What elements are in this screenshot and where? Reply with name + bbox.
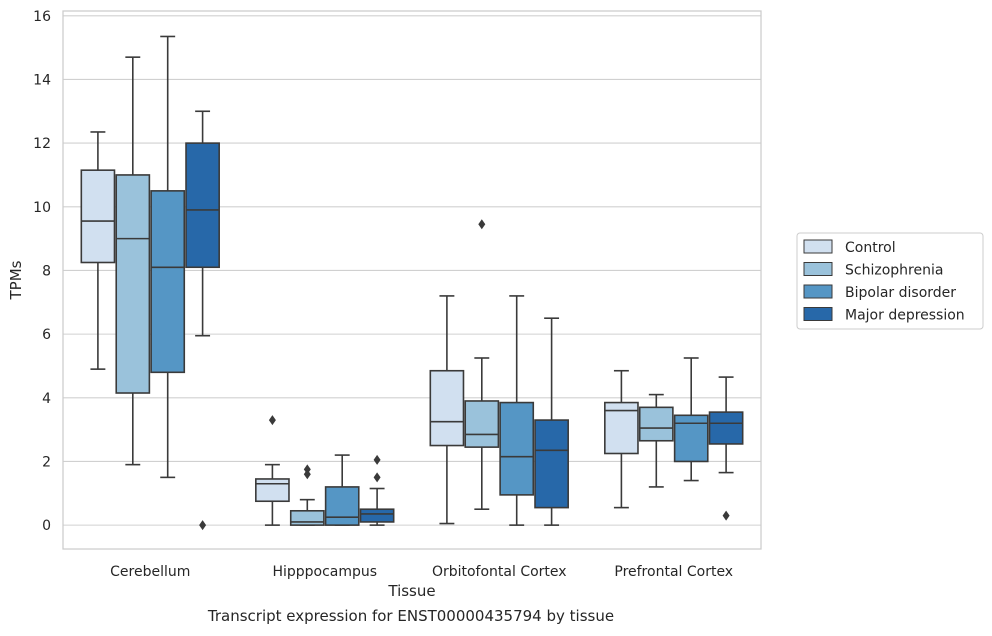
legend-swatch-0 [803,239,833,254]
box-body [324,486,360,526]
outlier-0 [373,472,381,483]
box-3-0 [604,369,639,509]
legend-label-1: Schizophrenia [845,263,943,279]
outlier-1 [303,464,311,475]
box-body [534,419,569,509]
box-body [289,509,325,526]
legend-label-3: Major depression [845,308,965,324]
x-tick-label-1: Hipppocampus [272,564,377,580]
box-body [115,174,151,394]
box-2-3 [534,317,569,526]
box-1-3 [359,454,395,526]
box-3-3 [708,376,744,521]
legend-swatch-3 [803,307,833,321]
legend: Control Schizophrenia Bipolar disorder Majo… [796,232,984,330]
box-body [673,414,709,463]
box-3-1 [638,393,674,488]
y-tick-labels: 0 2 4 6 8 10 12 14 16 [33,9,51,534]
x-axis-label: Tissue [387,582,435,600]
box-body [80,169,116,264]
box-body [464,400,500,448]
x-tick-label-0: Cerebellum [110,564,190,580]
box-1-1 [289,464,325,526]
box-body [185,142,220,269]
box-body [150,190,186,374]
outlier-0 [268,415,276,426]
y-tick-label-10: 10 [33,200,51,216]
legend-swatch-1 [803,262,833,276]
y-tick-label-8: 8 [42,263,51,279]
box-body [499,401,535,496]
chart-caption: Transcript expression for ENST0000043579… [207,607,615,625]
y-tick-label-16: 16 [33,9,51,25]
box-body [708,411,744,445]
y-tick-label-4: 4 [42,391,51,407]
legend-frame [796,232,984,330]
legend-label-2: Bipolar disorder [845,285,956,301]
plot-frame [62,10,762,550]
y-tick-label-0: 0 [42,518,51,534]
box-0-0 [80,131,116,370]
legend-items: Control Schizophrenia Bipolar disorder Majo… [803,239,965,324]
boxes [80,35,744,531]
outlier-0 [199,520,207,531]
box-body [255,478,290,503]
box-1-2 [324,454,360,526]
legend-label-0: Control [845,240,896,256]
box-3-2 [673,357,709,482]
outlier-1 [373,454,381,465]
x-tick-label-3: Prefrontal Cortex [614,564,733,580]
box-body [359,508,395,523]
box-body [429,369,465,447]
legend-swatch-2 [803,284,833,299]
y-tick-label-6: 6 [42,327,51,343]
y-tick-label-2: 2 [42,454,51,470]
x-tick-label-2: Orbitofontal Cortex [432,564,567,580]
box-0-1 [115,56,151,466]
y-tick-label-12: 12 [33,136,51,152]
outlier-0 [478,219,486,230]
box-0-3 [185,110,220,531]
box-2-2 [499,295,535,526]
outlier-0 [722,510,730,521]
box-1-0 [255,415,290,526]
box-2-0 [429,295,465,525]
y-tick-label-14: 14 [33,72,51,88]
box-body [638,406,674,442]
box-2-1 [464,219,500,511]
box-0-2 [150,35,186,479]
y-axis-label: TPMs [7,260,25,300]
x-tick-labels: Cerebellum Hipppocampus Orbitofontal Corte… [110,564,733,580]
